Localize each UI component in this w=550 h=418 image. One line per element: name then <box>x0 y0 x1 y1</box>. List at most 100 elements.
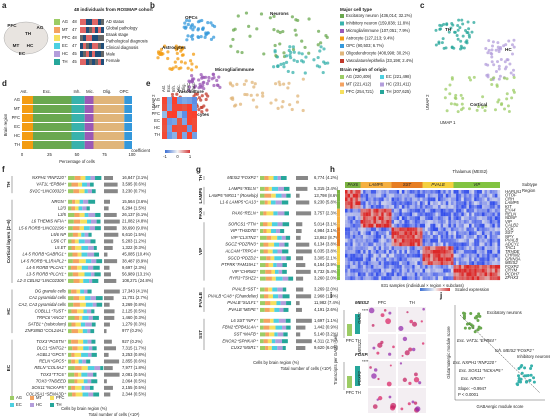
shape <box>68 206 72 211</box>
shape <box>296 200 310 205</box>
shape <box>83 27 86 33</box>
shape <box>380 75 384 79</box>
shape <box>396 201 400 206</box>
shape <box>489 216 493 221</box>
shape <box>427 205 431 209</box>
shape <box>91 189 96 194</box>
shape <box>54 43 60 49</box>
shape <box>404 235 408 239</box>
label: 47 <box>72 27 77 32</box>
label: 75 <box>102 152 107 157</box>
shape <box>419 235 423 239</box>
shape <box>453 235 457 239</box>
shape <box>68 329 72 334</box>
shape <box>355 197 359 202</box>
shape <box>463 253 467 258</box>
shape <box>296 332 301 337</box>
shape <box>409 272 413 277</box>
label: UMAP 1 <box>440 120 456 125</box>
shape <box>417 235 421 239</box>
shape <box>417 205 421 209</box>
cell-dot <box>462 46 466 50</box>
cell-stain <box>388 395 392 399</box>
shape <box>337 242 340 247</box>
shape <box>419 197 423 202</box>
label: PFC <box>346 338 354 343</box>
shape <box>412 235 415 239</box>
shape <box>414 242 418 247</box>
cell-dot <box>291 45 296 49</box>
shape <box>435 193 439 198</box>
cell-dot <box>206 21 210 25</box>
shape <box>409 220 413 224</box>
shape <box>286 193 291 198</box>
label: RYR3⁺TSHZ2⁺ <box>229 276 258 281</box>
shape <box>430 238 433 243</box>
shape <box>463 197 467 202</box>
label: 7,315 (1.7%) <box>122 345 147 350</box>
shape <box>71 245 76 250</box>
cell-dot <box>181 53 185 57</box>
shape <box>337 246 340 250</box>
shape <box>484 238 488 243</box>
shape <box>54 19 60 25</box>
shape <box>75 206 79 211</box>
cell-dot <box>464 40 468 44</box>
shape <box>448 197 452 202</box>
shape <box>182 97 187 104</box>
shape <box>350 231 353 236</box>
shape <box>492 212 495 217</box>
shape <box>471 216 475 221</box>
shape <box>448 253 452 258</box>
shape <box>487 208 490 213</box>
shape <box>91 309 95 314</box>
shape <box>494 205 498 209</box>
shape <box>80 51 83 57</box>
shape <box>355 227 359 232</box>
shape <box>285 235 291 240</box>
shape <box>357 276 361 281</box>
shape <box>407 201 410 206</box>
shape <box>412 265 415 269</box>
shape <box>370 250 374 254</box>
cell-dot <box>496 100 500 104</box>
label: 3,757 (2.3%) <box>314 210 339 215</box>
cell-dot <box>307 17 311 21</box>
cell-dot <box>512 38 516 42</box>
label: Clinical diagnosis <box>106 45 138 50</box>
shape <box>352 197 356 202</box>
shape <box>404 231 408 236</box>
shape <box>86 206 90 211</box>
shape <box>394 212 397 217</box>
shape <box>98 27 101 33</box>
shape <box>481 238 485 243</box>
shape <box>71 182 79 187</box>
cell-stain <box>422 307 425 311</box>
shape <box>381 272 384 277</box>
shape <box>98 51 101 57</box>
label: GABAergic module score <box>476 404 524 409</box>
shape <box>380 90 384 94</box>
shape <box>435 272 439 277</box>
shape <box>445 261 449 266</box>
label: Exc. <box>43 89 51 94</box>
shape <box>396 238 400 243</box>
shape <box>492 223 495 228</box>
shape <box>104 182 118 187</box>
shape <box>479 272 483 277</box>
shape <box>463 227 467 232</box>
shape <box>10 396 14 400</box>
shape <box>104 302 110 307</box>
shape <box>101 51 104 57</box>
shape <box>450 197 454 202</box>
shape <box>93 265 100 270</box>
shape <box>440 253 444 258</box>
shape <box>448 276 452 281</box>
shape <box>386 265 390 269</box>
shape <box>399 235 402 239</box>
shape <box>360 242 364 247</box>
shape <box>440 216 444 221</box>
shape <box>458 246 462 251</box>
shape <box>383 223 387 228</box>
shape <box>476 201 480 206</box>
